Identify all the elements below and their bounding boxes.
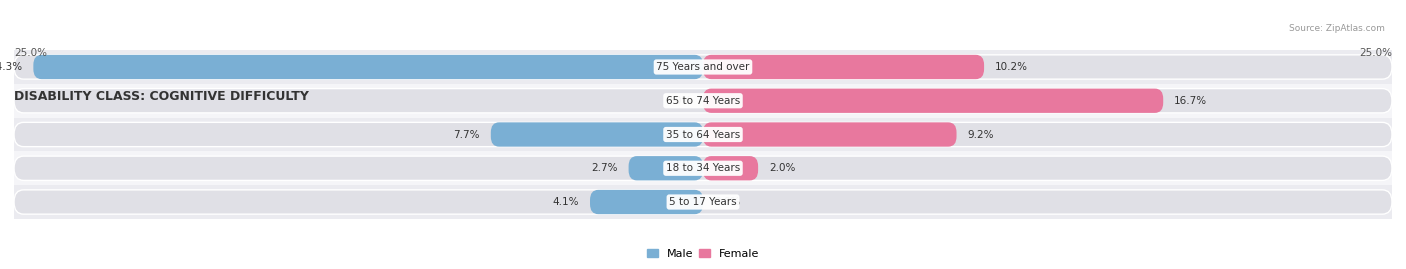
Text: 5 to 17 Years: 5 to 17 Years — [669, 197, 737, 207]
Text: 0.0%: 0.0% — [714, 197, 741, 207]
FancyBboxPatch shape — [491, 122, 703, 147]
Text: DISABILITY CLASS: COGNITIVE DIFFICULTY: DISABILITY CLASS: COGNITIVE DIFFICULTY — [14, 90, 309, 104]
Text: 7.7%: 7.7% — [453, 129, 479, 140]
Legend: Male, Female: Male, Female — [643, 244, 763, 263]
Text: 25.0%: 25.0% — [1360, 48, 1392, 58]
Text: 16.7%: 16.7% — [1174, 96, 1208, 106]
Text: 2.0%: 2.0% — [769, 163, 796, 173]
Text: 75 Years and over: 75 Years and over — [657, 62, 749, 72]
FancyBboxPatch shape — [14, 190, 1392, 214]
FancyBboxPatch shape — [628, 156, 703, 180]
Bar — [14, 84, 1392, 118]
Text: 4.1%: 4.1% — [553, 197, 579, 207]
FancyBboxPatch shape — [14, 89, 1392, 113]
Bar — [14, 50, 1392, 84]
Bar — [14, 185, 1392, 219]
Text: Source: ZipAtlas.com: Source: ZipAtlas.com — [1289, 24, 1385, 33]
FancyBboxPatch shape — [14, 55, 1392, 79]
FancyBboxPatch shape — [14, 122, 1392, 147]
Text: 25.0%: 25.0% — [14, 48, 46, 58]
FancyBboxPatch shape — [34, 55, 703, 79]
FancyBboxPatch shape — [703, 122, 956, 147]
Bar — [14, 151, 1392, 185]
Text: 18 to 34 Years: 18 to 34 Years — [666, 163, 740, 173]
FancyBboxPatch shape — [703, 156, 758, 180]
Bar — [14, 118, 1392, 151]
FancyBboxPatch shape — [14, 156, 1392, 180]
Text: 10.2%: 10.2% — [995, 62, 1028, 72]
Text: 0.0%: 0.0% — [665, 96, 692, 106]
Text: 9.2%: 9.2% — [967, 129, 994, 140]
Text: 65 to 74 Years: 65 to 74 Years — [666, 96, 740, 106]
Text: 35 to 64 Years: 35 to 64 Years — [666, 129, 740, 140]
FancyBboxPatch shape — [703, 55, 984, 79]
FancyBboxPatch shape — [703, 89, 1163, 113]
FancyBboxPatch shape — [591, 190, 703, 214]
Text: 24.3%: 24.3% — [0, 62, 22, 72]
Text: 2.7%: 2.7% — [591, 163, 617, 173]
